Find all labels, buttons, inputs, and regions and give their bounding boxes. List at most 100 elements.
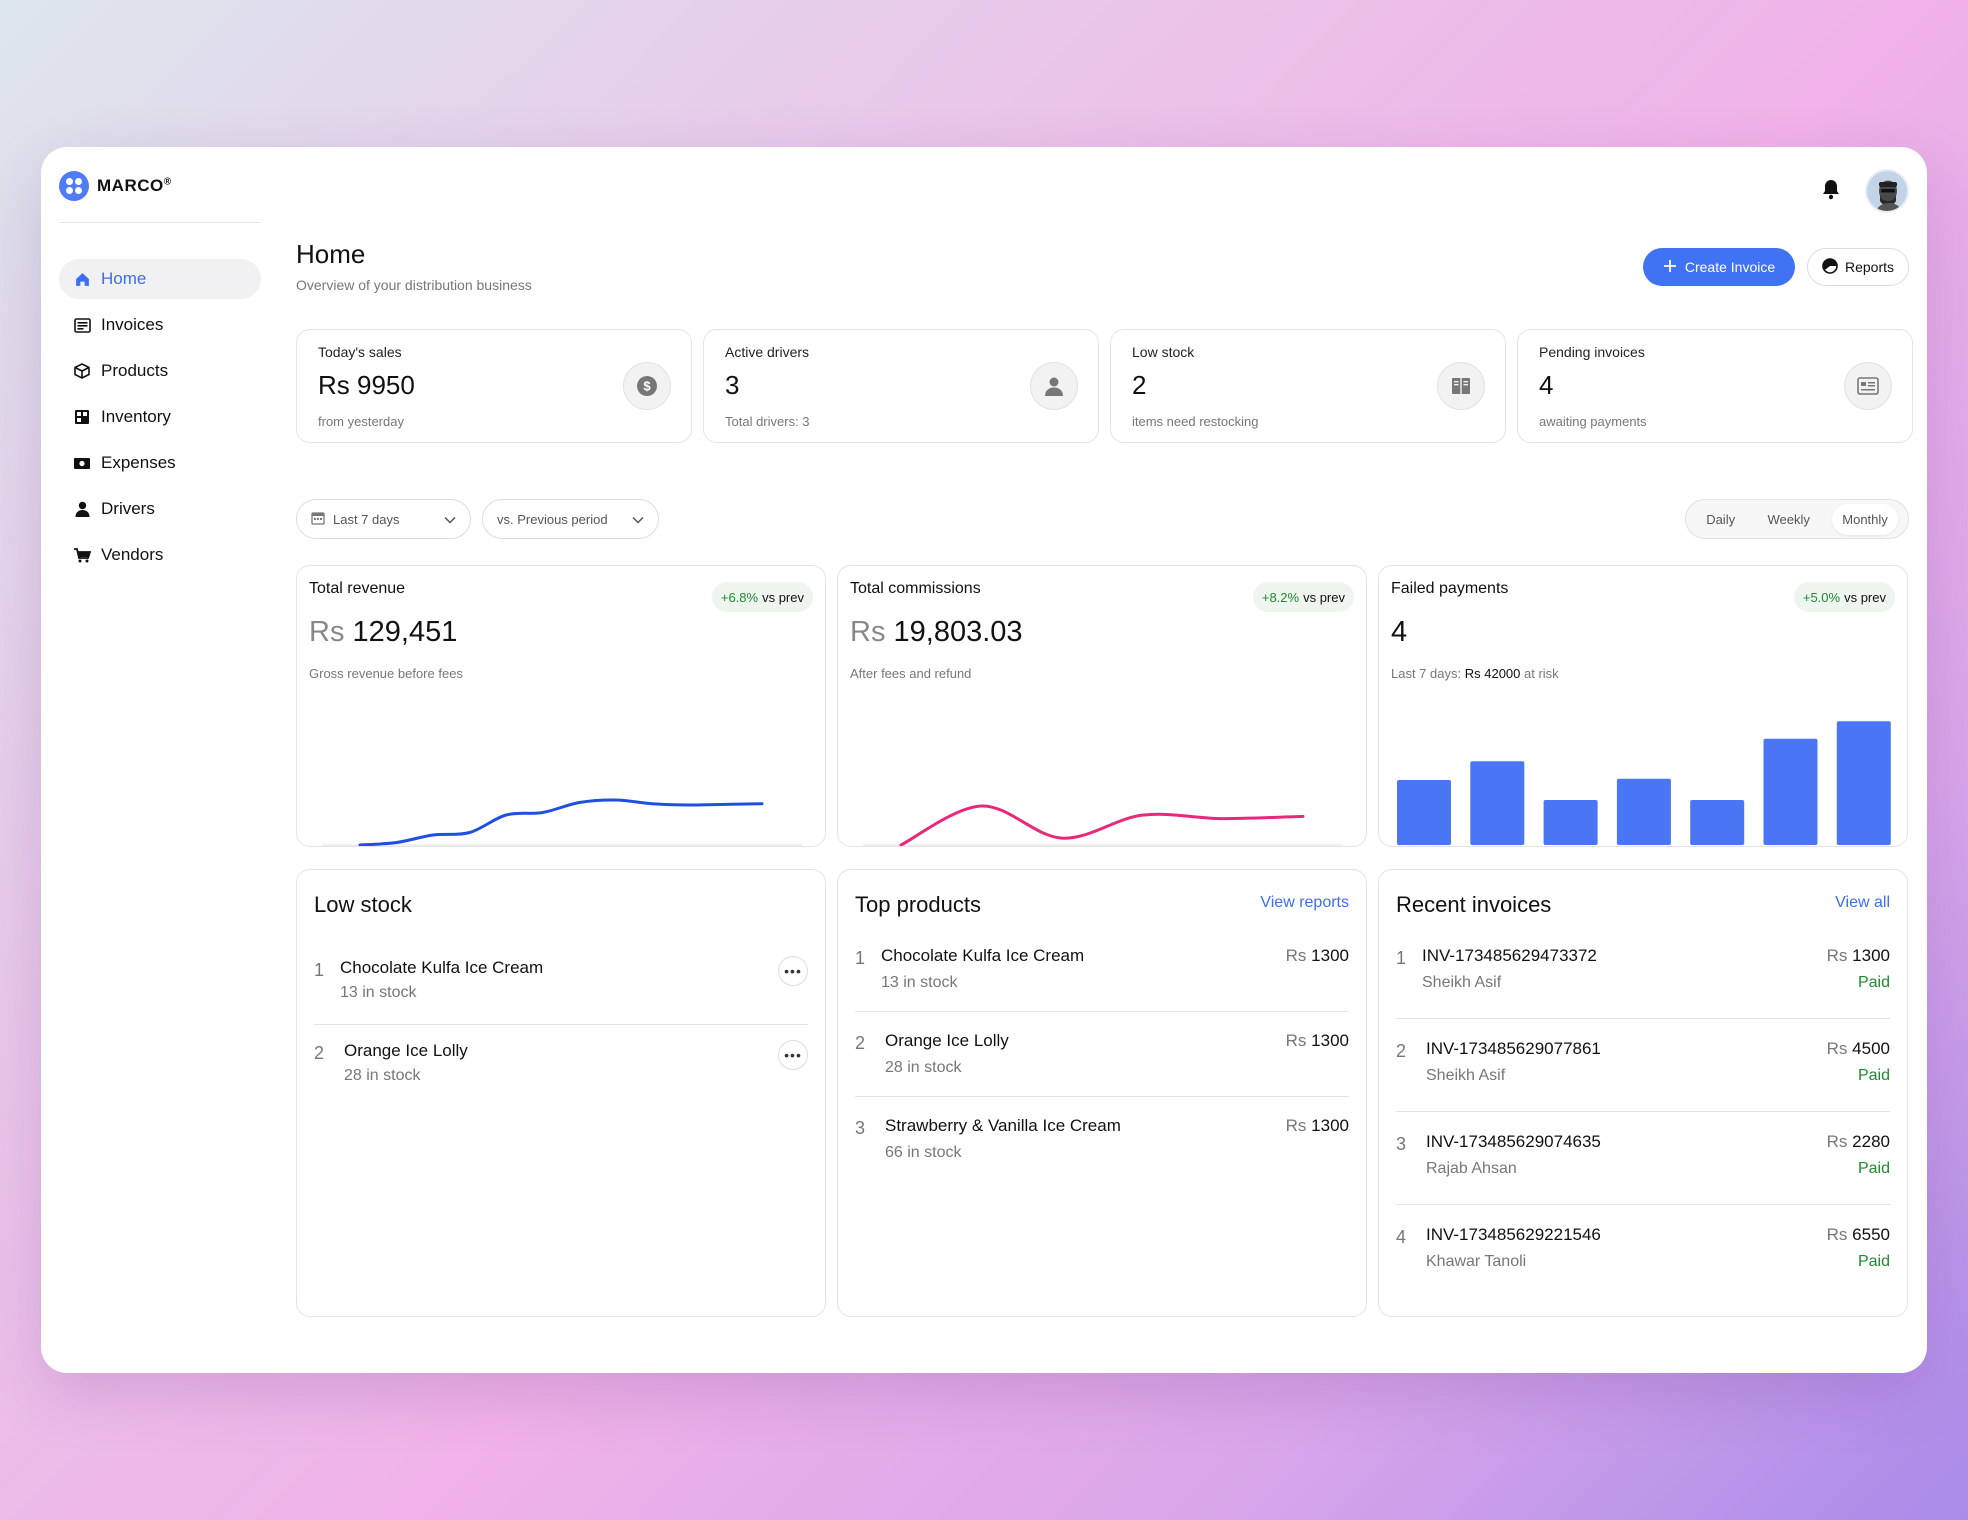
sidebar-item-home[interactable]: Home [59, 259, 261, 299]
more-options-icon[interactable]: ••• [778, 956, 808, 986]
list-item[interactable]: 1 Chocolate Kulfa Ice Cream 13 in stock … [855, 944, 1349, 1004]
change-percent: +5.0% [1802, 589, 1841, 605]
card-label: Total commissions [850, 580, 981, 597]
item-name: Strawberry & Vanilla Ice Cream [885, 1116, 1121, 1135]
stat-card-pending-invoices[interactable]: Pending invoices 4 awaiting payments [1517, 329, 1913, 443]
invoice-icon [73, 316, 91, 334]
amount: 129,451 [352, 616, 458, 648]
currency: Rs [309, 616, 345, 648]
invoice-row[interactable]: 4 INV-173485629221546 Khawar Tanoli Rs 6… [1396, 1223, 1890, 1287]
sidebar-item-label: Home [101, 269, 147, 288]
change-badge: +8.2% vs prev [1252, 582, 1354, 612]
bar [1690, 800, 1745, 845]
pie-chart-icon [1822, 257, 1838, 277]
card-subtext: Gross revenue before fees [309, 666, 463, 681]
dollar-icon: $ [623, 362, 671, 410]
change-suffix: vs prev [1844, 589, 1886, 605]
date-range-value: Last 7 days [333, 511, 400, 527]
invoice-customer: Khawar Tanoli [1426, 1253, 1527, 1270]
period-weekly[interactable]: Weekly [1767, 511, 1810, 527]
invoice-id: INV-173485629221546 [1426, 1225, 1601, 1244]
item-number: 1 [314, 960, 325, 980]
card-subtext: After fees and refund [850, 666, 972, 681]
bar [1616, 778, 1671, 845]
item-number: 4 [1396, 1227, 1407, 1247]
card-value: 4 [1391, 616, 1408, 648]
stat-value: 2 [1132, 370, 1147, 400]
view-all-link[interactable]: View all [1835, 894, 1890, 911]
reports-label: Reports [1844, 259, 1895, 275]
failed-payments-card[interactable]: Failed payments +5.0% vs prev 4 Last 7 da… [1378, 565, 1908, 847]
item-amount: Rs 1300 [1285, 946, 1349, 965]
period-toggle: Daily Weekly Monthly [1685, 499, 1909, 539]
cart-icon [73, 546, 91, 564]
divider [1396, 1204, 1890, 1205]
date-range-dropdown[interactable]: Last 7 days [296, 499, 471, 539]
reports-button[interactable]: Reports [1807, 248, 1909, 286]
divider [1396, 1111, 1890, 1112]
change-suffix: vs prev [1303, 589, 1345, 605]
list-item[interactable]: 3 Strawberry & Vanilla Ice Cream 66 in s… [855, 1114, 1349, 1174]
invoice-row[interactable]: 3 INV-173485629074635 Rajab Ahsan Rs 228… [1396, 1130, 1890, 1194]
list-item[interactable]: 2 Orange Ice Lolly 28 in stock Rs 1300 [855, 1029, 1349, 1089]
sidebar-item-label: Expenses [101, 453, 176, 472]
item-name: Orange Ice Lolly [885, 1031, 1009, 1050]
sidebar-item-label: Products [101, 361, 169, 380]
card-title: Top products [855, 892, 981, 917]
stat-card-todays-sales[interactable]: Today's sales Rs 9950 from yesterday $ [296, 329, 692, 443]
brand-logo[interactable]: MARCO® [59, 171, 172, 201]
card-value: Rs 19,803.03 [850, 616, 1023, 649]
item-stock: 13 in stock [340, 984, 417, 1001]
stat-label: Today's sales [318, 344, 402, 360]
stat-card-low-stock[interactable]: Low stock 2 items need restocking [1110, 329, 1506, 443]
sidebar-divider [59, 222, 261, 223]
invoice-row[interactable]: 2 INV-173485629077861 Sheikh Asif Rs 450… [1396, 1037, 1890, 1101]
compare-period-dropdown[interactable]: vs. Previous period [482, 499, 659, 539]
avatar[interactable] [1865, 169, 1909, 213]
stat-label: Pending invoices [1539, 344, 1645, 360]
sidebar-nav: Home Invoices Products Inventory Expense… [59, 259, 261, 581]
change-suffix: vs prev [762, 589, 804, 605]
sidebar-item-inventory[interactable]: Inventory [59, 397, 261, 437]
create-invoice-label: Create Invoice [1684, 259, 1776, 275]
item-stock: 28 in stock [344, 1067, 421, 1084]
invoice-row[interactable]: 1 INV-173485629473372 Sheikh Asif Rs 130… [1396, 944, 1890, 1008]
box-icon [73, 362, 91, 380]
total-revenue-card[interactable]: Total revenue +6.8% vs prev Rs 129,451 Gr… [296, 565, 826, 847]
item-number: 2 [855, 1033, 866, 1053]
notification-bell-icon[interactable] [1821, 178, 1841, 205]
sidebar-item-expenses[interactable]: Expenses [59, 443, 261, 483]
item-amount: Rs 1300 [1285, 1031, 1349, 1050]
sidebar-item-label: Inventory [101, 407, 171, 426]
commissions-line-chart [863, 804, 1343, 846]
card-subtext: Last 7 days: Rs 42000 at risk [1391, 666, 1559, 681]
sidebar-item-invoices[interactable]: Invoices [59, 305, 261, 345]
period-daily[interactable]: Daily [1706, 511, 1736, 527]
card-title: Recent invoices [1396, 892, 1552, 917]
stat-subtext: Total drivers: 3 [725, 414, 810, 429]
page-title: Home [296, 239, 366, 269]
item-name: Chocolate Kulfa Ice Cream [340, 958, 544, 977]
list-item[interactable]: 2 Orange Ice Lolly 28 in stock ••• [314, 1040, 808, 1101]
stat-subtext: from yesterday [318, 414, 404, 429]
bar [1470, 761, 1525, 845]
plus-icon [1663, 259, 1677, 276]
invoice-amount: Rs 2280 [1826, 1132, 1890, 1151]
more-options-icon[interactable]: ••• [778, 1040, 808, 1070]
list-item[interactable]: 1 Chocolate Kulfa Ice Cream 13 in stock … [314, 956, 808, 1016]
item-stock: 66 in stock [885, 1144, 962, 1161]
sidebar-item-products[interactable]: Products [59, 351, 261, 391]
inventory-icon [73, 408, 91, 426]
card-label: Total revenue [309, 580, 406, 597]
view-reports-link[interactable]: View reports [1260, 894, 1349, 911]
change-percent: +8.2% [1261, 589, 1300, 605]
compare-period-value: vs. Previous period [497, 511, 608, 527]
total-commissions-card[interactable]: Total commissions +8.2% vs prev Rs 19,803… [837, 565, 1367, 847]
sidebar-item-drivers[interactable]: Drivers [59, 489, 261, 529]
stat-card-active-drivers[interactable]: Active drivers 3 Total drivers: 3 [703, 329, 1099, 443]
create-invoice-button[interactable]: Create Invoice [1643, 248, 1795, 286]
sidebar-item-vendors[interactable]: Vendors [59, 535, 261, 575]
period-monthly[interactable]: Monthly [1832, 503, 1898, 535]
item-stock: 13 in stock [881, 974, 958, 991]
stat-value: 3 [725, 370, 740, 400]
